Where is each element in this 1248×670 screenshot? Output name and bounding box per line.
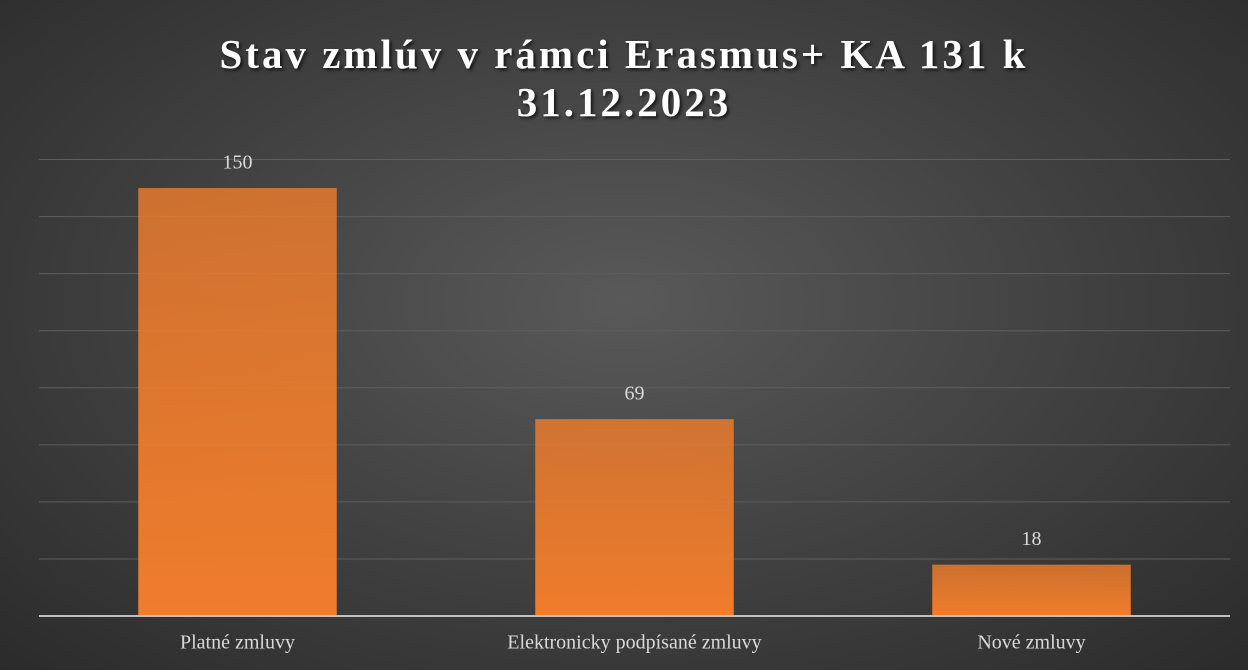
value-label: 150 [223, 152, 253, 174]
bar [535, 419, 734, 616]
chart-title: Stav zmlúv v rámci Erasmus+ KA 131 k 31.… [219, 31, 1029, 125]
x-tick-label: Nové zmluvy [977, 632, 1085, 654]
bar [932, 564, 1131, 616]
value-label: 69 [625, 383, 645, 405]
value-label: 18 [1022, 528, 1042, 550]
bar [138, 188, 337, 616]
x-tick-label: Platné zmluvy [180, 632, 295, 654]
x-tick-label: Elektronicky podpísané zmluvy [507, 632, 761, 654]
